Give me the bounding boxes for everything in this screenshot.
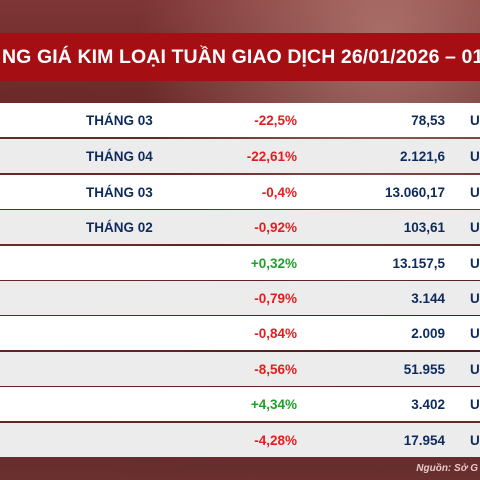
- table-row: -4,28% 17.954 U: [0, 423, 480, 457]
- price-unit: U: [470, 396, 480, 412]
- table-row: THÁNG 04 -22,61% 2.121,6 U: [0, 139, 480, 173]
- contract-month: THÁNG 04: [86, 148, 153, 164]
- contract-month: THÁNG 03: [86, 112, 153, 128]
- price-unit: U: [470, 361, 480, 377]
- table-row: -0,84% 2.009 U: [0, 316, 480, 350]
- row-background: [0, 352, 480, 386]
- table-row: +0,32% 13.157,5 U: [0, 246, 480, 280]
- price-value: 2.121,6: [399, 148, 445, 164]
- row-background: [0, 387, 480, 421]
- table-row: -8,56% 51.955 U: [0, 352, 480, 386]
- table-row: -0,79% 3.144 U: [0, 281, 480, 315]
- row-background: [0, 103, 480, 137]
- price-value: 3.402: [411, 396, 445, 412]
- row-background: [0, 423, 480, 457]
- table-row: THÁNG 02 -0,92% 103,61 U: [0, 210, 480, 244]
- weekly-change: -0,79%: [254, 290, 297, 306]
- row-background: [0, 281, 480, 315]
- price-unit: U: [470, 112, 480, 128]
- contract-month: THÁNG 02: [86, 219, 153, 235]
- price-value: 3.144: [411, 290, 445, 306]
- contract-month: THÁNG 03: [86, 184, 153, 200]
- price-unit: U: [470, 219, 480, 235]
- price-unit: U: [470, 148, 480, 164]
- price-value: 78,53: [411, 112, 445, 128]
- price-unit: U: [470, 325, 480, 341]
- price-unit: U: [470, 432, 480, 448]
- title-banner: NG GIÁ KIM LOẠI TUẦN GIAO DỊCH 26/01/202…: [0, 33, 480, 81]
- weekly-change: +0,32%: [250, 255, 297, 271]
- weekly-change: -8,56%: [254, 361, 297, 377]
- table-row: THÁNG 03 -22,5% 78,53 U: [0, 103, 480, 137]
- source-note: Nguồn: Sở G: [416, 463, 478, 474]
- weekly-change: +4,34%: [250, 396, 297, 412]
- table-row: THÁNG 03 -0,4% 13.060,17 U: [0, 175, 480, 209]
- row-background: [0, 316, 480, 350]
- table-row: +4,34% 3.402 U: [0, 387, 480, 421]
- row-background: [0, 246, 480, 280]
- price-unit: U: [470, 255, 480, 271]
- weekly-change: -0,92%: [254, 219, 297, 235]
- weekly-change: -22,61%: [246, 148, 297, 164]
- price-unit: U: [470, 184, 480, 200]
- page-title: NG GIÁ KIM LOẠI TUẦN GIAO DỊCH 26/01/202…: [2, 45, 480, 68]
- weekly-change: -22,5%: [254, 112, 297, 128]
- weekly-change: -4,28%: [254, 432, 297, 448]
- price-value: 51.955: [403, 361, 445, 377]
- price-value: 2.009: [411, 325, 445, 341]
- weekly-change: -0,4%: [261, 184, 297, 200]
- price-value: 103,61: [403, 219, 445, 235]
- price-value: 13.157,5: [392, 255, 445, 271]
- weekly-change: -0,84%: [254, 325, 297, 341]
- price-unit: U: [470, 290, 480, 306]
- price-value: 17.954: [403, 432, 445, 448]
- row-background: [0, 175, 480, 209]
- row-background: [0, 139, 480, 173]
- row-background: [0, 210, 480, 244]
- price-value: 13.060,17: [384, 184, 445, 200]
